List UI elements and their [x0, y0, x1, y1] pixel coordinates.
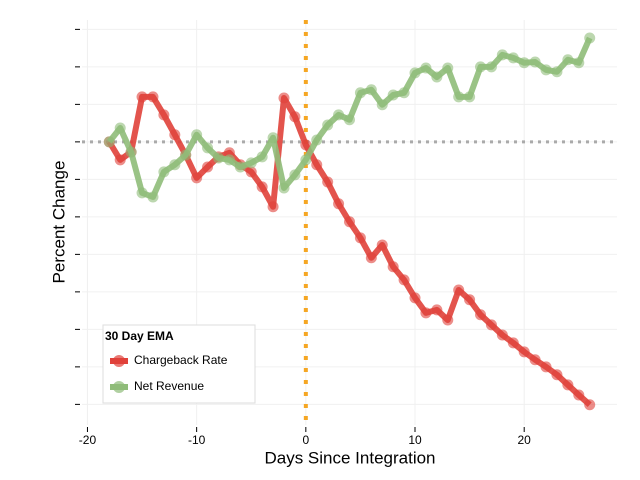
data-point — [180, 149, 192, 161]
data-point — [387, 261, 399, 273]
data-point — [147, 91, 159, 103]
data-point — [245, 166, 257, 178]
data-point — [114, 122, 126, 134]
data-point — [354, 87, 366, 99]
x-tick-label: 20 — [518, 433, 532, 447]
data-point — [344, 216, 355, 228]
data-point — [431, 304, 443, 316]
data-point — [573, 57, 585, 69]
data-point — [169, 159, 181, 171]
data-point — [245, 157, 257, 169]
data-point — [289, 169, 301, 181]
data-point — [496, 49, 508, 61]
data-point — [420, 307, 432, 319]
x-tick-label: 0 — [302, 433, 309, 447]
data-point — [278, 182, 290, 194]
data-point — [333, 109, 345, 121]
data-point — [562, 379, 574, 391]
data-point — [529, 56, 541, 68]
data-point — [202, 142, 214, 154]
data-point — [158, 109, 170, 121]
data-point — [311, 134, 323, 146]
data-point — [584, 32, 596, 44]
data-point — [169, 129, 181, 141]
data-point — [103, 136, 115, 148]
data-point — [518, 346, 530, 358]
data-point — [464, 294, 476, 306]
data-point — [212, 152, 224, 164]
x-tick-label: -20 — [79, 433, 97, 447]
data-point — [562, 54, 574, 66]
y-axis-label: Percent Change — [49, 161, 68, 284]
data-point — [300, 154, 312, 166]
data-point — [333, 198, 345, 210]
data-point — [529, 354, 541, 366]
data-point — [496, 329, 508, 341]
data-point — [485, 61, 497, 73]
data-point — [507, 337, 519, 349]
data-point — [409, 67, 421, 79]
data-point — [442, 314, 454, 326]
data-point — [354, 232, 366, 244]
data-point — [267, 201, 279, 213]
x-tick-label: -10 — [188, 433, 206, 447]
data-point — [507, 52, 519, 64]
data-point — [158, 166, 170, 178]
data-point — [125, 146, 137, 158]
data-point — [191, 129, 203, 141]
data-point — [398, 274, 410, 286]
data-point — [540, 361, 552, 373]
data-point — [431, 71, 443, 83]
data-point — [409, 292, 421, 304]
data-point — [267, 132, 279, 144]
legend-marker — [113, 381, 125, 393]
data-point — [453, 284, 465, 296]
data-point — [573, 389, 585, 401]
data-point — [136, 91, 148, 103]
legend-marker — [113, 355, 125, 367]
data-point — [136, 187, 148, 199]
data-point — [518, 57, 530, 69]
data-point — [475, 61, 487, 73]
data-point — [300, 139, 312, 151]
data-point — [147, 191, 159, 203]
data-point — [398, 87, 410, 99]
data-point — [202, 161, 214, 173]
data-point — [365, 84, 377, 96]
data-point — [322, 176, 334, 188]
data-point — [114, 154, 126, 166]
legend-label: Chargeback Rate — [134, 353, 228, 367]
data-point — [256, 181, 268, 193]
data-point — [442, 62, 454, 74]
legend-label: Net Revenue — [134, 379, 204, 393]
data-point — [311, 159, 323, 171]
data-point — [453, 91, 465, 103]
data-point — [420, 62, 432, 74]
data-point — [387, 89, 399, 101]
data-point — [191, 172, 203, 184]
data-point — [584, 399, 596, 411]
x-axis-label: Days Since Integration — [264, 448, 435, 467]
legend-box — [102, 324, 256, 404]
legend-title: 30 Day EMA — [105, 329, 174, 343]
data-point — [464, 91, 476, 103]
data-point — [551, 66, 563, 78]
data-point — [485, 319, 497, 331]
data-point — [376, 99, 388, 111]
data-point — [223, 154, 235, 166]
data-point — [551, 369, 563, 381]
data-point — [322, 119, 334, 131]
data-point — [256, 151, 268, 163]
data-point — [344, 114, 355, 126]
data-point — [475, 309, 487, 321]
data-point — [278, 92, 290, 104]
data-point — [365, 252, 377, 264]
x-tick-label: 10 — [408, 433, 422, 447]
data-point — [289, 111, 301, 123]
data-point — [540, 64, 552, 76]
data-point — [376, 239, 388, 251]
data-point — [234, 161, 246, 173]
